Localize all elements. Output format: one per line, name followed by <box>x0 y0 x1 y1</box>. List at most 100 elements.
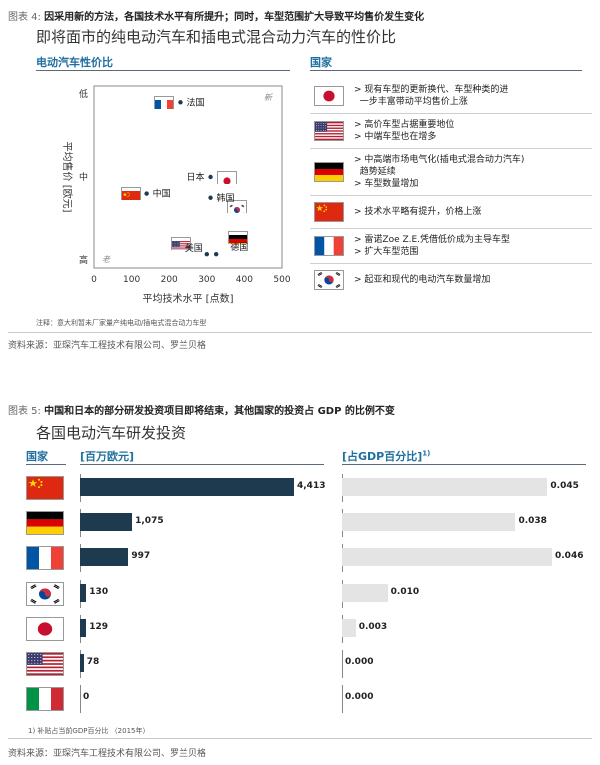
y-tick-label: 低 <box>79 88 88 100</box>
gdp-bar <box>342 618 356 637</box>
country-list-line: > 中端车型也在增多 <box>354 132 437 142</box>
japan-flag-icon <box>314 86 344 106</box>
figure5-col-country: 国家 <box>26 450 48 463</box>
scatter-point <box>204 251 209 257</box>
x-tick-label: 200 <box>161 275 178 285</box>
investment-value-label: 78 <box>86 657 100 667</box>
country-list-divider <box>310 263 592 264</box>
country-list-divider <box>310 148 592 149</box>
country-list-line: > 高价车型占据重要地位 <box>354 120 455 130</box>
france-flag-icon <box>314 236 344 256</box>
country-list-divider <box>310 113 592 114</box>
scatter-plot-frame <box>93 85 283 269</box>
investment-row-track <box>80 614 324 643</box>
gdp-value-label: 0.045 <box>550 481 579 491</box>
figure4-left-header: 电动汽车性价比 <box>36 56 113 69</box>
investment-value-label: 1,075 <box>135 516 164 527</box>
x-axis-title: 平均技术水平 [点数] <box>143 292 234 305</box>
scatter-point-label: 韩国 <box>217 192 235 204</box>
figure5-subtitle: 各国电动汽车研发投资 <box>36 424 187 442</box>
x-tick-label: 500 <box>273 275 290 285</box>
investment-row-track <box>80 579 324 608</box>
figure4-caption: 图表 4: 因采用新的方法，各国技术水平有所提升；同时，车型范围扩大导致平均售价… <box>8 8 598 23</box>
investment-bar <box>80 478 294 496</box>
figure5-col-value: [百万欧元] <box>80 450 135 463</box>
figure4-subtitle: 即将面市的纯电动汽车和插电式混合动力汽车的性价比 <box>36 28 397 46</box>
y-tick-label: 中 <box>79 171 88 183</box>
x-tick-label: 400 <box>236 275 253 285</box>
gdp-row-track <box>342 685 586 714</box>
scatter-point <box>208 174 213 180</box>
gdp-value-label: 0.046 <box>555 551 584 562</box>
figure5-gdp-rule <box>342 464 586 465</box>
country-list-item: > 中高端市场电气化(插电式混合动力汽车) 趋势延续 > 车型数量增加 <box>310 152 592 192</box>
figure4-source-rule <box>8 332 592 333</box>
figure4-right-header: 国家 <box>310 56 332 69</box>
figure5-label-prefix: 图表 5: <box>8 406 41 417</box>
country-list-line: 趋势延续 <box>354 167 396 177</box>
investment-value-label: 129 <box>89 621 109 632</box>
gdp-value-label: 0.000 <box>345 692 374 703</box>
country-list-item: > 起亚和现代的电动汽车数量增加 <box>310 267 592 293</box>
japan-flag-icon <box>216 170 237 184</box>
italy-flag-icon <box>26 687 64 712</box>
corner-note-old: 老 <box>102 255 111 264</box>
scatter-point-label: 美国 <box>185 242 203 254</box>
scatter-point-label: 德国 <box>230 241 248 253</box>
country-list-description: > 高价车型占据重要地位 > 中端车型也在增多 <box>354 119 590 143</box>
france-flag-icon <box>154 95 175 109</box>
figure5-bar-chart: 4,413 0.045 1,075 0.038 997 0.046 130 0.010 129 0… <box>0 470 600 720</box>
germany-flag-icon <box>26 511 64 536</box>
x-tick-label: 300 <box>198 275 215 285</box>
scatter-point-label: 法国 <box>186 96 204 108</box>
country-list-divider <box>310 228 592 229</box>
investment-row-track <box>80 685 324 714</box>
x-tick-label: 0 <box>91 275 97 285</box>
figure4-source: 资料来源：亚琛汽车工程技术有限公司、罗兰贝格 <box>8 341 207 351</box>
figure4-note: 注释：意大利暂未厂家量产纯电动/插电式混合动力车型 <box>36 319 207 327</box>
figure5-value-rule <box>80 464 324 465</box>
korea-flag-icon <box>226 199 247 213</box>
country-list-line: > 车型数量增加 <box>354 179 419 189</box>
country-list-description: > 中高端市场电气化(插电式混合动力汽车) 趋势延续 > 车型数量增加 <box>354 154 590 190</box>
scatter-point <box>144 191 149 196</box>
figure4-left-rule <box>36 70 290 71</box>
country-list-item: > 技术水平略有提升，价格上涨 <box>310 199 592 225</box>
figure5-col-gdp-text: [占GDP百分比] <box>342 450 423 463</box>
korea-flag-icon <box>26 581 64 606</box>
scatter-point <box>214 251 219 257</box>
france-flag-icon <box>26 546 64 571</box>
country-list-item: > 现有车型的更新换代、车型种类的进 一步丰富带动平均售价上涨 <box>310 82 592 110</box>
investment-bar <box>80 548 129 567</box>
country-list-line: > 雷诺Zoe Z.E.凭借低价成为主导车型 <box>354 235 511 245</box>
corner-note-new: 新 <box>264 93 273 102</box>
china-flag-icon <box>314 202 344 222</box>
gdp-value-label: 0.000 <box>345 657 374 667</box>
country-list-description: > 技术水平略有提升，价格上涨 <box>354 206 590 218</box>
country-list-description: > 起亚和现代的电动汽车数量增加 <box>354 274 590 286</box>
figure4-caption-text: 因采用新的方法，各国技术水平有所提升；同时，车型范围扩大导致平均售价发生变化 <box>44 12 425 23</box>
germany-flag-icon <box>314 162 344 182</box>
investment-bar <box>80 513 133 532</box>
japan-flag-icon <box>26 616 64 641</box>
figure5-country-rule <box>26 464 66 465</box>
country-list-line: > 技术水平略有提升，价格上涨 <box>354 207 482 217</box>
investment-bar <box>80 618 87 637</box>
gdp-value-label: 0.003 <box>358 621 388 632</box>
country-list-description: > 雷诺Zoe Z.E.凭借低价成为主导车型 > 扩大车型范围 <box>354 234 590 258</box>
usa-flag-icon <box>26 652 64 676</box>
investment-value-label: 4,413 <box>297 481 326 491</box>
figure5-footnote: 1) 补贴占当前GDP百分比 （2015年） <box>28 727 150 735</box>
country-list-divider <box>310 195 592 196</box>
usa-flag-icon <box>314 121 344 141</box>
y-axis-title: 平均售价 [欧元] <box>61 142 74 213</box>
gdp-bar <box>342 583 388 602</box>
gdp-bar <box>342 513 516 532</box>
investment-value-label: 130 <box>89 586 109 597</box>
investment-bar <box>80 654 84 672</box>
gdp-bar <box>342 548 552 567</box>
gdp-value-label: 0.038 <box>518 516 547 527</box>
country-list-item: > 高价车型占据重要地位 > 中端车型也在增多 <box>310 117 592 145</box>
figure5-source-rule <box>8 738 592 739</box>
